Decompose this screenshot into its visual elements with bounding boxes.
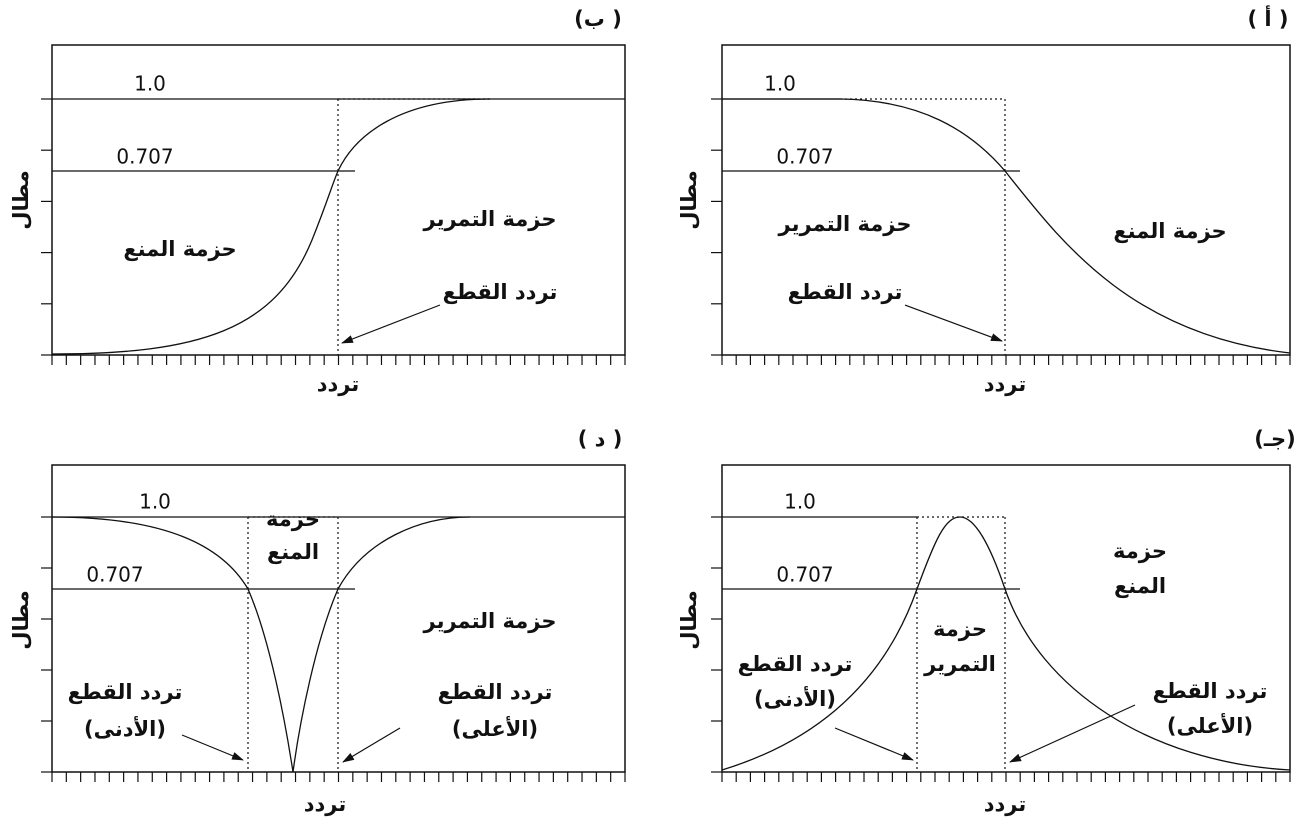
- cutoff-high-label: (الأعلى): [1167, 712, 1253, 738]
- passband-label: حزمة التمرير: [778, 212, 912, 236]
- stopband-label: المنع: [1114, 574, 1166, 598]
- panel-label: (جـ): [1254, 427, 1296, 451]
- level-label: 1.0: [139, 490, 171, 514]
- cutoff-label: تردد القطع: [443, 280, 558, 304]
- passband-label: حزمة التمرير: [423, 609, 557, 633]
- cutoff-low-label: (الأدنى): [754, 685, 836, 711]
- stopband-label: حزمة المنع: [123, 237, 236, 261]
- labels: ( أ ) مطال تردد 1.0 0.707 حزمة التمرير حزمة ال…: [9, 4, 1296, 816]
- y-axis-label: مطال: [9, 590, 33, 650]
- passband-label: التمرير: [923, 652, 996, 676]
- panel-a-lines: [722, 98, 1291, 355]
- panel-d-lines: [51, 516, 625, 773]
- level-label: 0.707: [776, 563, 833, 587]
- level-label: 0.707: [776, 145, 833, 169]
- cutoff-high-label: تردد القطع: [1153, 679, 1268, 703]
- ticks: [41, 98, 1291, 782]
- panel-label: ( أ ): [1247, 4, 1288, 31]
- x-axis-label: تردد: [984, 372, 1027, 396]
- panel-label: ( د ): [578, 427, 623, 451]
- x-axis-label: تردد: [317, 372, 360, 396]
- y-axis-label: مطال: [9, 170, 33, 230]
- panel-a-frame: [721, 44, 1291, 356]
- stopband-label: حزمة المنع: [1113, 219, 1226, 243]
- y-axis-label: مطال: [677, 590, 701, 650]
- y-axis-label: مطال: [677, 170, 701, 230]
- stopband-label: حزمة: [1113, 539, 1167, 563]
- level-label: 1.0: [764, 72, 796, 96]
- cutoff-label: تردد القطع: [788, 280, 903, 304]
- cutoff-low-label: تردد القطع: [738, 652, 853, 676]
- level-label: 1.0: [784, 490, 816, 514]
- level-label: 0.707: [86, 563, 143, 587]
- x-axis-label: تردد: [304, 792, 347, 816]
- cutoff-low-label: تردد القطع: [68, 680, 183, 704]
- passband-label: حزمة: [933, 617, 987, 641]
- cutoff-high-label: (الأعلى): [452, 715, 538, 741]
- level-label: 0.707: [116, 145, 173, 169]
- cutoff-high-label: تردد القطع: [438, 680, 553, 704]
- panel-label: (ب ): [574, 7, 622, 31]
- panel-c-lines: [721, 516, 1291, 772]
- x-axis-label: تردد: [984, 792, 1027, 816]
- stopband-label: المنع: [267, 540, 319, 564]
- panel-b-lines: [51, 98, 625, 355]
- passband-label: حزمة التمرير: [423, 207, 557, 231]
- level-label: 1.0: [134, 72, 166, 96]
- cutoff-low-label: (الأدنى): [84, 715, 166, 741]
- stopband-label: حزمة: [266, 507, 320, 531]
